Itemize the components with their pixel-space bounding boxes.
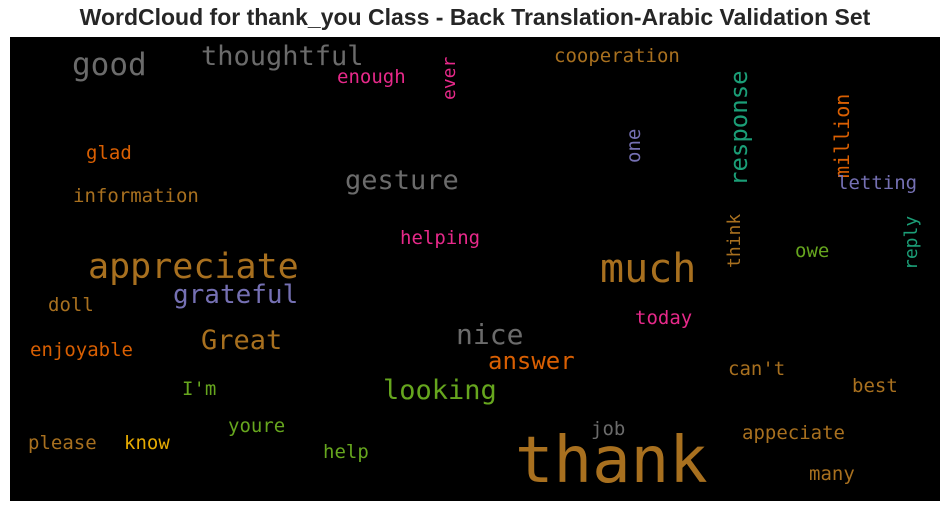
word-good: good bbox=[72, 47, 147, 83]
word-job: job bbox=[591, 418, 626, 440]
word-help: help bbox=[323, 441, 369, 463]
word-thank: thank bbox=[515, 424, 708, 498]
word-gesture: gesture bbox=[345, 165, 459, 196]
word-response: response bbox=[725, 70, 753, 186]
word-one: one bbox=[623, 128, 645, 163]
word-thoughtful: thoughtful bbox=[201, 41, 364, 72]
word-glad: glad bbox=[86, 142, 132, 164]
word-best: best bbox=[852, 375, 898, 397]
word-answer: answer bbox=[488, 347, 575, 375]
word-grateful: grateful bbox=[173, 280, 299, 310]
word-please: please bbox=[28, 432, 97, 454]
word-letting: letting bbox=[837, 172, 918, 194]
word-can't: can't bbox=[728, 358, 786, 380]
word-cloud-canvas: thank much appreciate good thoughtful en… bbox=[10, 37, 940, 501]
word-information: information bbox=[73, 185, 199, 207]
chart-title: WordCloud for thank_you Class - Back Tra… bbox=[79, 4, 871, 30]
word-enough: enough bbox=[337, 66, 406, 88]
word-youre: youre bbox=[228, 415, 286, 437]
word-think: think bbox=[724, 213, 745, 268]
word-cooperation: cooperation bbox=[554, 45, 680, 67]
word-many: many bbox=[809, 463, 855, 485]
word-owe: owe bbox=[795, 240, 830, 262]
word-Great: Great bbox=[201, 325, 283, 356]
word-I'm: I'm bbox=[182, 378, 217, 400]
word-helping: helping bbox=[400, 227, 481, 249]
word-know: know bbox=[124, 432, 170, 454]
word-much: much bbox=[600, 246, 697, 292]
word-looking: looking bbox=[383, 375, 497, 406]
word-enjoyable: enjoyable bbox=[30, 339, 133, 361]
word-million: million bbox=[830, 93, 854, 178]
word-appeciate: appeciate bbox=[742, 422, 845, 444]
word-appreciate: appreciate bbox=[88, 247, 299, 287]
word-today: today bbox=[635, 307, 693, 329]
word-doll: doll bbox=[48, 294, 94, 316]
word-reply: reply bbox=[901, 215, 922, 270]
word-ever: ever bbox=[439, 56, 460, 100]
word-nice: nice bbox=[456, 318, 524, 351]
